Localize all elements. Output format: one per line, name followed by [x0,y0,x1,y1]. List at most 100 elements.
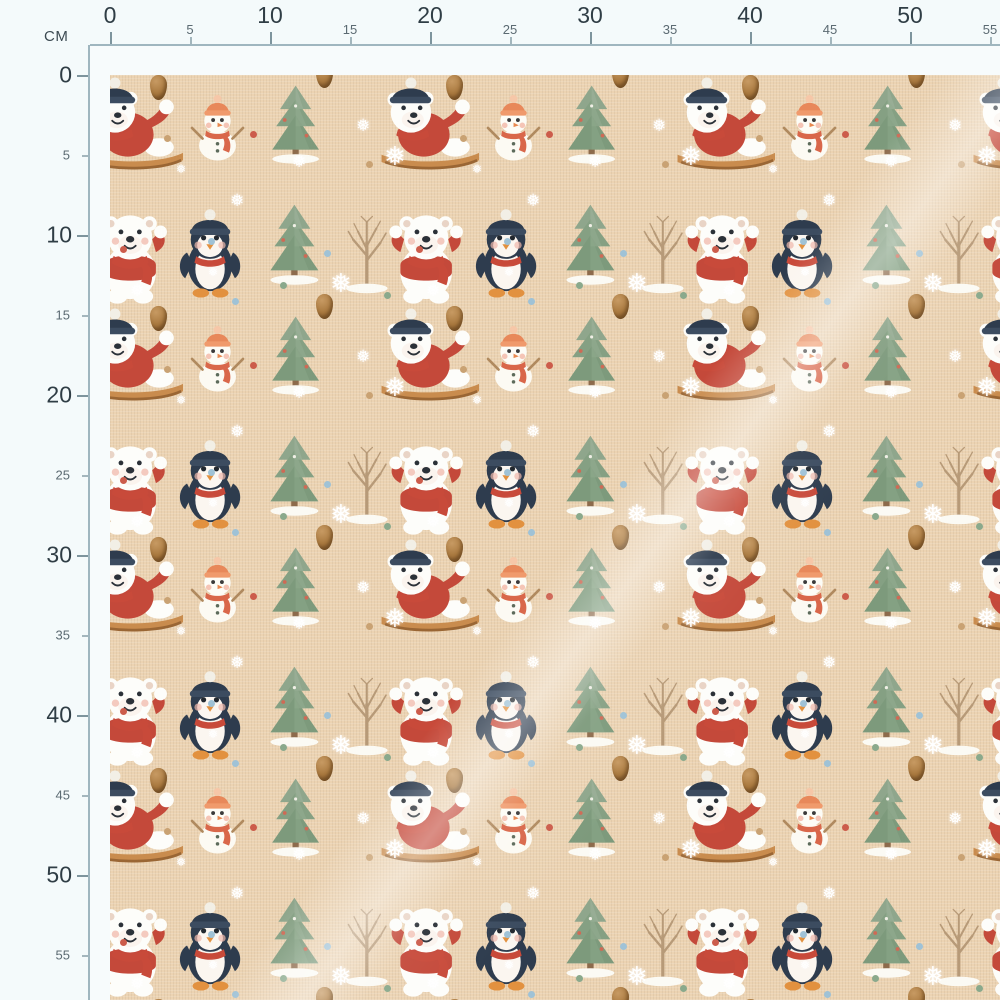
pattern-tile: ❅❅❅❅❅❅❅❅ [672,186,980,417]
fir-tree-motif [264,200,325,291]
fir-tree-motif [562,81,621,170]
polar-bear-sled-motif [672,308,781,404]
snowflake-motif: ❅ [504,265,515,279]
confetti-dot [756,828,763,835]
snowman-motif [782,91,837,166]
snowflake-motif: ❅ [330,268,352,298]
confetti-dot [384,754,391,761]
pattern-tile: ❅❅❅❅❅❅❅❅ [376,879,684,1000]
ruler-tick-h-35 [670,37,672,45]
horizontal-ruler[interactable]: 0 10 20 30 40 50 5 15 25 35 45 55 [90,0,1000,45]
snowflake-motif: ❅ [356,347,371,366]
snowflake-motif: ❅ [176,162,187,176]
snowflake-motif: ❅ [884,845,899,864]
snowflake-motif: ❅ [292,152,307,171]
confetti-dot [120,708,127,715]
ruler-label-v-15: 15 [55,307,70,323]
confetti-dot [620,250,627,257]
pattern-tile: ❅❅❅❅❅❅❅❅ [672,879,980,1000]
snowflake-motif: ❅ [948,116,963,135]
fir-tree-motif [856,200,917,291]
bare-tree-motif [934,445,984,528]
snowflake-motif: ❅ [292,383,307,402]
confetti-dot [620,712,627,719]
confetti-dot [976,523,983,530]
snowflake-motif: ❅ [230,884,245,903]
weave-texture [110,75,1000,1000]
pattern-tile: ❅❅❅❅❅❅❅❅ [968,879,1000,1000]
snowflake-motif: ❅ [208,496,219,510]
snowflake-motif: ❅ [176,624,187,638]
confetti-dot [366,161,373,168]
polar-bear-motif [110,901,174,1000]
ruler-tick-v-10 [77,235,90,237]
pinecone-motif [446,537,463,562]
penguin-motif [768,440,836,536]
polar-bear-sled-motif [110,770,189,866]
snowflake-motif: ❅ [472,855,483,869]
polar-bear-sled-motif [376,539,485,635]
confetti-dot [164,828,171,835]
bare-tree-motif [934,676,984,759]
confetti-dot [528,760,535,767]
polar-bear-sled-motif [110,308,189,404]
polar-bear-sled-motif [968,771,1000,866]
snowflake-motif: ❅ [384,372,406,402]
snowman-motif [486,91,541,166]
snowflake-motif: ❅ [292,845,307,864]
confetti-dot [800,931,807,938]
snowflake-motif: ❅ [884,614,899,633]
snowflake-motif: ❅ [176,393,187,407]
confetti-dot [384,985,391,992]
fabric-swatch[interactable]: ❅ ❅ ❅ ❅ ❅ ❅ ❅ ❅ [110,75,1000,1000]
confetti-dot [916,712,923,719]
polar-bear-sled-motif [672,77,781,173]
snowman-motif [782,322,837,397]
snowman-motif [486,322,541,397]
confetti-dot [824,760,831,767]
confetti-dot [120,477,127,484]
confetti-dot [976,292,983,299]
confetti-dot [712,246,719,253]
confetti-dot [164,366,171,373]
confetti-dot [712,477,719,484]
pinecone-motif [446,768,463,793]
polar-bear-motif [678,901,766,1000]
ruler-label-h-55: 55 [982,22,998,37]
confetti-dot [958,623,965,630]
confetti-dot [620,481,627,488]
fir-tree-motif [264,431,325,522]
snowflake-motif: ❅ [130,743,145,762]
polar-bear-sled-motif [110,77,189,173]
pattern-tile: ❅❅❅❅❅❅❅❅ [968,75,1000,186]
polar-bear-motif [678,439,766,540]
pinecone-motif [316,987,333,1000]
snowflake-motif: ❅ [948,578,963,597]
confetti-dot [824,529,831,536]
pinecone-motif [612,75,629,88]
confetti-dot [384,523,391,530]
bare-tree-motif [934,907,984,990]
fir-tree-motif [560,893,621,984]
confetti-dot [250,362,257,369]
polar-bear-motif [974,208,1000,309]
snowflake-motif: ❅ [822,884,837,903]
ruler-tick-v-55 [82,955,90,957]
polar-bear-sled-motif [376,308,485,404]
penguin-motif [176,671,244,767]
polar-bear-motif [382,208,470,309]
pinecone-motif [150,75,167,100]
snowflake-motif: ❅ [526,884,541,903]
polar-bear-sled-motif [110,539,189,635]
confetti-dot [164,135,171,142]
snowflake-motif: ❅ [680,834,702,864]
ruler-label-h-40: 40 [737,2,763,28]
pattern-tile: ❅❅❅❅❅❅❅❅ [376,75,672,186]
vertical-ruler[interactable]: 0 10 20 30 40 50 5 15 25 35 45 55 [0,45,90,1000]
vertical-ruler-baseline [88,45,90,1000]
snowflake-motif: ❅ [652,578,667,597]
ruler-unit-label: CM [44,28,69,45]
penguin-motif [768,902,836,998]
penguin-motif [768,209,836,305]
